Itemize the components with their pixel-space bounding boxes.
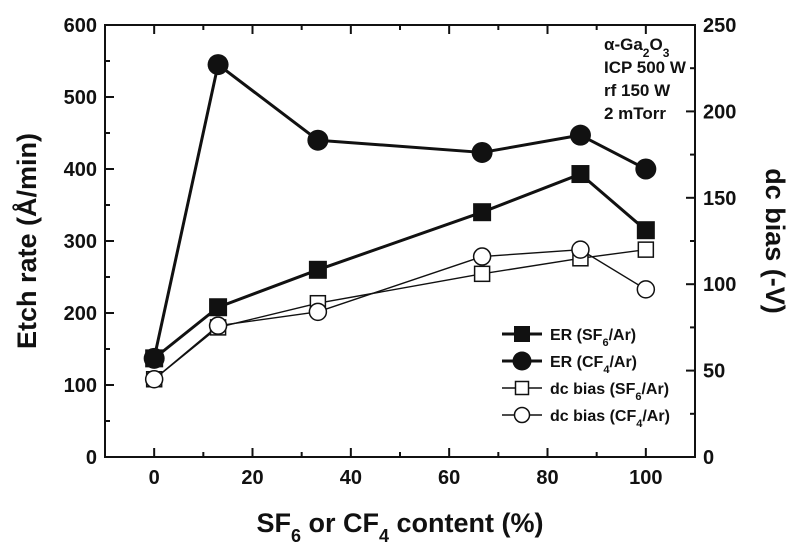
series-dc-bias-cf4-ar-	[144, 240, 656, 389]
x-tick-label: 80	[536, 467, 558, 489]
data-point	[514, 326, 530, 342]
legend-item: ER (CF4/Ar)	[502, 351, 637, 376]
y-tick-label: 0	[86, 447, 97, 469]
data-point	[307, 129, 329, 151]
annotation-line: 2 mTorr	[604, 104, 666, 123]
series-er-cf4-ar-	[143, 54, 657, 369]
y2-tick-label: 0	[703, 447, 714, 469]
annotation-line: rf 150 W	[604, 81, 671, 100]
tick-labels: 0 20 40 60 80 100 0 100 200 300 400 500 600 0 50 100 150…	[64, 15, 737, 489]
legend: ER (SF6/Ar) ER (CF4/Ar) dc bias (SF6/Ar) dc…	[502, 326, 670, 430]
y2-tick-label: 250	[703, 15, 736, 37]
data-point	[635, 158, 657, 180]
x-tick-label: 100	[629, 467, 662, 489]
data-point	[636, 280, 656, 299]
annotation-line: ICP 500 W	[604, 58, 687, 77]
x-tick-label: 0	[149, 467, 160, 489]
x-axis-title: SF6 or CF4 content (%)	[256, 508, 543, 546]
data-point	[571, 240, 590, 259]
data-point	[512, 351, 532, 371]
data-point	[473, 203, 492, 222]
series-line	[153, 248, 647, 380]
y-tick-label: 600	[64, 15, 97, 37]
annotation-line: α-Ga2O3	[604, 35, 670, 60]
y2-tick-label: 100	[703, 274, 736, 296]
legend-item: dc bias (CF4/Ar)	[502, 406, 670, 430]
y-tick-label: 200	[64, 303, 97, 325]
legend-label: dc bias (SF6/Ar)	[550, 381, 669, 403]
data-point	[209, 298, 228, 317]
y-tick-label: 300	[64, 231, 97, 253]
data-point	[308, 302, 328, 322]
legend-item: dc bias (SF6/Ar)	[502, 380, 669, 403]
data-point	[473, 265, 491, 283]
x-tick-label: 40	[340, 467, 362, 489]
series-layer	[143, 54, 657, 389]
y-axis-title: Etch rate (Å/min)	[11, 133, 42, 349]
data-point	[571, 165, 590, 184]
axis-ticks	[104, 24, 696, 458]
data-point	[514, 380, 530, 396]
y2-tick-label: 50	[703, 361, 725, 383]
series-line	[152, 63, 647, 359]
y2-tick-label: 150	[703, 188, 736, 210]
data-point	[308, 260, 327, 279]
data-point	[143, 347, 165, 369]
y2-axis-title: dc bias (-V)	[760, 168, 790, 314]
data-point	[144, 369, 164, 389]
data-point	[569, 124, 591, 146]
data-point	[471, 141, 493, 163]
series-line	[153, 172, 647, 360]
legend-label: dc bias (CF4/Ar)	[550, 408, 670, 430]
legend-label: ER (CF4/Ar)	[550, 354, 637, 376]
legend-label: ER (SF6/Ar)	[550, 327, 636, 349]
x-tick-label: 60	[438, 467, 460, 489]
data-point	[637, 241, 655, 258]
x-tick-label: 20	[241, 467, 263, 489]
y-tick-label: 400	[64, 159, 97, 181]
data-point	[208, 316, 228, 335]
y2-tick-label: 200	[703, 101, 736, 123]
y-tick-label: 100	[64, 375, 97, 397]
data-point	[472, 247, 492, 266]
legend-item: ER (SF6/Ar)	[502, 326, 636, 349]
data-point	[636, 221, 655, 240]
data-point	[513, 406, 531, 424]
y-tick-label: 500	[64, 87, 97, 109]
data-point	[207, 54, 229, 76]
